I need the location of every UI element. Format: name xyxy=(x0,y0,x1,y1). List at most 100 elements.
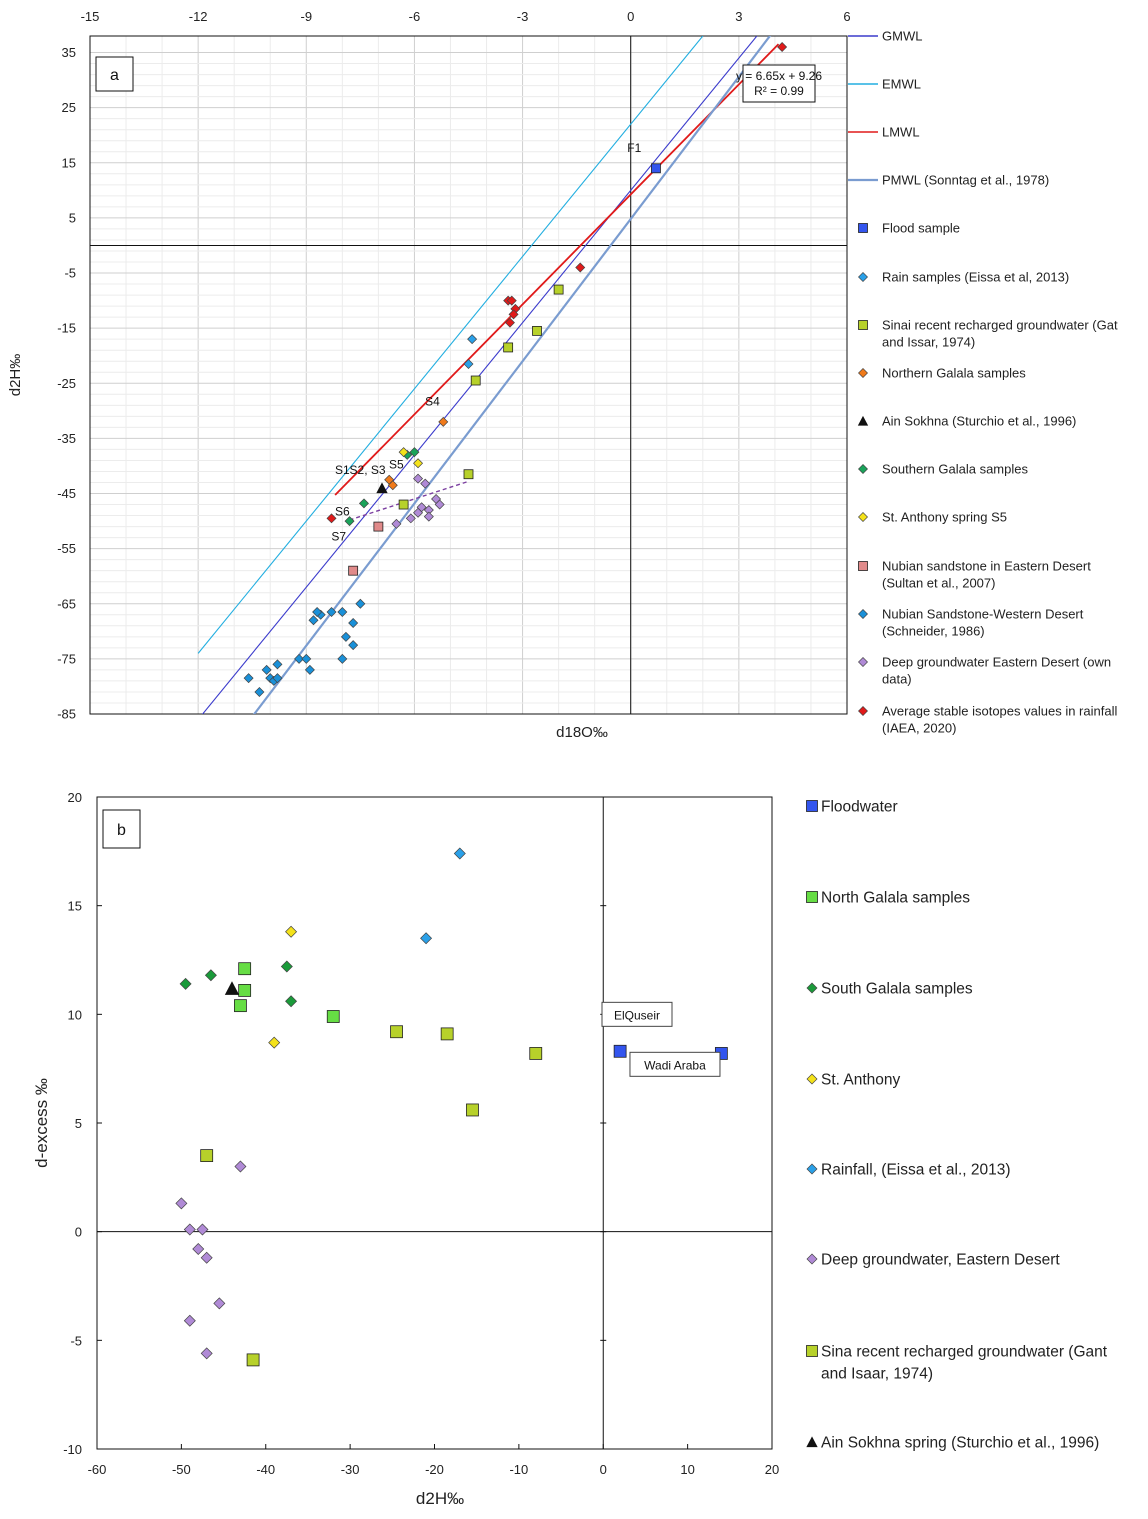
legend-label: GMWL xyxy=(882,29,922,44)
legend-label: Average stable isotopes values in rainfa… xyxy=(882,704,1117,736)
point-sina-recent-recharged-groundwater-gant-a xyxy=(530,1047,542,1059)
legend-label: Ain Sokhna spring (Sturchio et al., 1996… xyxy=(821,1435,1099,1452)
legend-marker-ain-sokhna-sturchio-et-al-1996 xyxy=(859,417,868,426)
legend-marker-rainfall-eissa-et-al-2013 xyxy=(807,1164,817,1174)
legend-label-line: Southern Galala samples xyxy=(882,462,1028,477)
point-sinai-recent-recharged-groundwater-gat-a xyxy=(464,470,473,479)
point-nubian-sandstone-western-desert-schneide xyxy=(338,654,347,663)
point-sina-recent-recharged-groundwater-gant-a xyxy=(441,1028,453,1040)
point-rainfall-eissa-et-al-2013 xyxy=(454,848,465,859)
y-tick-label: -25 xyxy=(57,376,76,391)
legend-marker-sina-recent-recharged-groundwater-gant-a xyxy=(807,1346,818,1357)
point-sina-recent-recharged-groundwater-gant-a xyxy=(466,1104,478,1116)
legend-label-line: Deep groundwater Eastern Desert (own xyxy=(882,655,1111,670)
legend-label-line: (IAEA, 2020) xyxy=(882,721,956,736)
panel-a-zero-axes xyxy=(90,36,847,714)
annotation-label: S6 xyxy=(335,505,350,519)
panel-a-x-axis-label: d18O‰ xyxy=(556,724,608,741)
panel-b-zero-axes xyxy=(97,797,772,1449)
y-tick-label: -45 xyxy=(57,486,76,501)
panel-a-chart: -15 -12 -9 -6 -3 0 3 6 35 25 15 5 -5 -15 -25 -35 -45 -55 -… xyxy=(7,9,1118,741)
x-tick-label: -10 xyxy=(509,1462,528,1477)
legend-marker-southern-galala-samples xyxy=(859,465,868,474)
point-deep-groundwater-eastern-desert xyxy=(193,1244,204,1255)
point-ain-sokhna-spring-sturchio-et-al-1996 xyxy=(226,982,239,994)
point-nubian-sandstone-western-desert-schneide xyxy=(356,599,365,608)
point-sina-recent-recharged-groundwater-gant-a xyxy=(247,1354,259,1366)
x-tick-label: -40 xyxy=(256,1462,275,1477)
legend-marker-northern-galala-samples xyxy=(859,369,868,378)
y-tick-label: -35 xyxy=(57,431,76,446)
y-tick-label: -75 xyxy=(57,651,76,666)
legend-label-line: Nubian Sandstone-Western Desert xyxy=(882,607,1084,622)
legend-label: St. Anthony spring S5 xyxy=(882,510,1007,525)
y-tick-label: 35 xyxy=(62,45,76,60)
legend-marker-sinai-recent-recharged-groundwater-gat-a xyxy=(859,321,868,330)
legend-marker-north-galala-samples xyxy=(807,892,818,903)
x-tick-label: -3 xyxy=(517,9,529,24)
y-tick-label: 10 xyxy=(68,1007,82,1022)
x-tick-label: 10 xyxy=(680,1462,694,1477)
x-tick-label: -12 xyxy=(189,9,208,24)
legend-label: North Galala samples xyxy=(821,890,970,907)
point-rain-samples-eissa-et-al-2013 xyxy=(468,335,477,344)
legend-label-line: Ain Sokhna (Sturchio et al., 1996) xyxy=(882,414,1076,429)
annotation-label: S2, S3 xyxy=(350,463,386,477)
point-north-galala-samples xyxy=(234,1000,246,1012)
r-squared-text: R² = 0.99 xyxy=(754,84,804,98)
point-sinai-recent-recharged-groundwater-gat-a xyxy=(532,326,541,335)
legend-marker-deep-groundwater-eastern-desert xyxy=(807,1254,817,1264)
panel-b-label-box: b xyxy=(103,810,140,848)
legend-label: Sinai recent recharged groundwater (Gat a… xyxy=(882,318,1118,350)
legend-label: Rainfall, (Eissa et al., 2013) xyxy=(821,1162,1011,1179)
legend-label-line: Flood sample xyxy=(882,221,960,236)
panel-b-legend: Floodwater North Galala samples South Gala… xyxy=(807,799,1108,1452)
x-tick-label: -50 xyxy=(172,1462,191,1477)
point-south-galala-samples xyxy=(205,970,216,981)
point-deep-groundwater-eastern-desert-own-data xyxy=(424,512,433,521)
legend-label: Deep groundwater, Eastern Desert xyxy=(821,1252,1060,1269)
legend-label-line: Rain samples (Eissa et al, 2013) xyxy=(882,270,1069,285)
point-nubian-sandstone-western-desert-schneide xyxy=(255,687,264,696)
legend-label: South Galala samples xyxy=(821,981,973,998)
x-tick-label: -30 xyxy=(341,1462,360,1477)
legend-label-line: (Sultan et al., 2007) xyxy=(882,576,995,591)
legend-marker-flood-sample xyxy=(859,224,868,233)
point-sinai-recent-recharged-groundwater-gat-a xyxy=(471,376,480,385)
y-tick-label: -85 xyxy=(57,707,76,722)
point-north-galala-samples xyxy=(239,984,251,996)
point-floodwater xyxy=(614,1045,626,1057)
equation-text: y = 6.65x + 9.26 xyxy=(736,69,822,83)
y-tick-label: 5 xyxy=(75,1116,82,1131)
point-deep-groundwater-eastern-desert xyxy=(201,1252,212,1263)
legend-label-line: Northern Galala samples xyxy=(882,366,1026,381)
point-st-anthony xyxy=(286,926,297,937)
panel-a-label: a xyxy=(110,67,119,84)
legend-marker-st-anthony xyxy=(807,1074,817,1084)
legend-label: Ain Sokhna (Sturchio et al., 1996) xyxy=(882,414,1076,429)
legend-label-line: data) xyxy=(882,672,912,687)
line-pmwl-sonntag-et-al-1978 xyxy=(234,34,771,740)
point-sina-recent-recharged-groundwater-gant-a xyxy=(201,1150,213,1162)
legend-label: Deep groundwater Eastern Desert (own data… xyxy=(882,655,1111,687)
point-deep-groundwater-eastern-desert xyxy=(235,1161,246,1172)
legend-marker-nubian-sandstone-in-eastern-desert-sulta xyxy=(859,562,868,571)
annotation-label: Wadi Araba xyxy=(644,1058,706,1072)
point-nubian-sandstone-in-eastern-desert-sulta xyxy=(349,566,358,575)
point-deep-groundwater-eastern-desert xyxy=(184,1224,195,1235)
legend-label-line: Sina recent recharged groundwater (Gant xyxy=(821,1344,1108,1361)
legend-label: PMWL (Sonntag et al., 1978) xyxy=(882,173,1049,188)
annotation-label: S7 xyxy=(331,529,346,543)
panel-b-points xyxy=(176,848,728,1366)
panel-b-y-axis-label: d-excess ‰ xyxy=(32,1078,51,1168)
y-tick-label: 25 xyxy=(62,100,76,115)
legend-marker-ain-sokhna-spring-sturchio-et-al-1996 xyxy=(807,1437,817,1447)
point-nubian-sandstone-western-desert-schneide xyxy=(273,660,282,669)
panel-a-frame xyxy=(90,36,847,714)
panel-b-annotations: ElQuseir Wadi Araba xyxy=(602,1002,720,1076)
y-tick-label: -5 xyxy=(64,266,76,281)
legend-label: Flood sample xyxy=(882,221,960,236)
legend-label-line: Average stable isotopes values in rainfa… xyxy=(882,704,1117,719)
point-deep-groundwater-eastern-desert xyxy=(201,1348,212,1359)
